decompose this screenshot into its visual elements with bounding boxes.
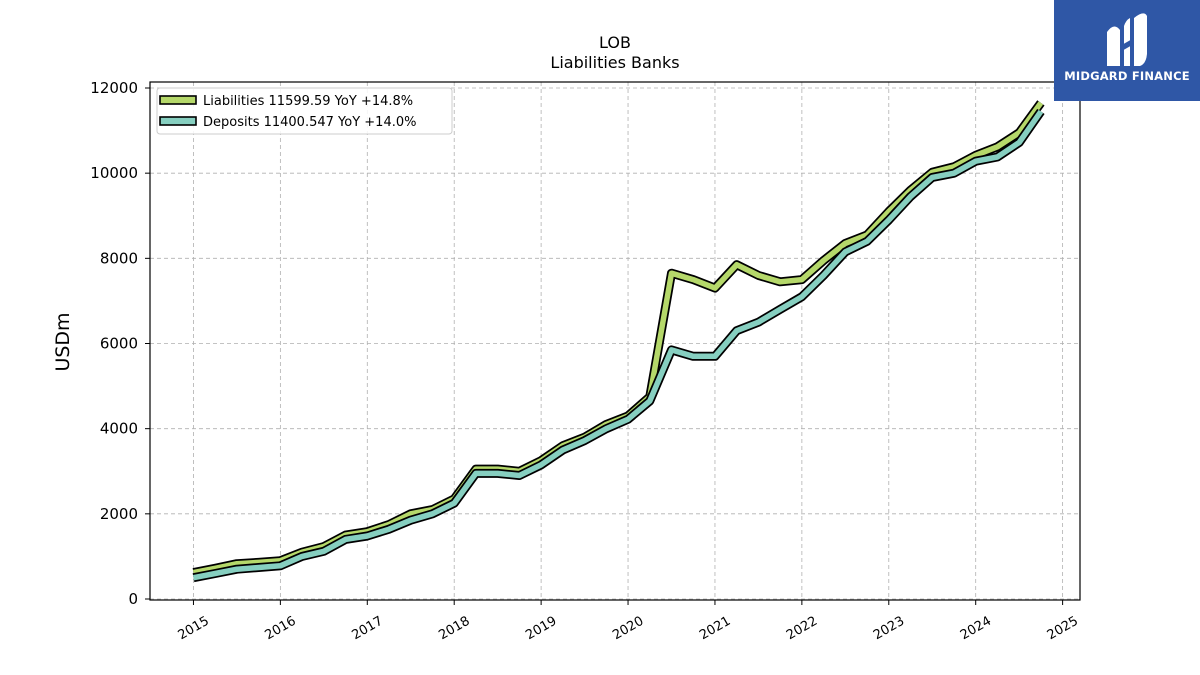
x-tick-label: 2023: [871, 614, 907, 644]
legend: Liabilities 11599.59 YoY +14.8% Deposits …: [156, 87, 453, 135]
x-tick-label: 2020: [610, 614, 646, 644]
series-line-deposits: [192, 109, 1044, 581]
series-outline-deposits: [192, 108, 1045, 583]
x-tick-label: 2018: [436, 614, 472, 644]
x-tick-label: 2022: [784, 614, 820, 644]
legend-swatch-deposits: [159, 116, 197, 126]
y-axis-label: USDm: [52, 312, 74, 371]
legend-label-deposits: Deposits 11400.547 YoY +14.0%: [203, 115, 416, 130]
plot-frame: [149, 81, 1081, 601]
y-tick-label: 4000: [100, 420, 138, 438]
x-tick-label: 2015: [176, 614, 212, 644]
legend-swatch-liabilities: [159, 95, 197, 105]
series-layer: [192, 100, 1045, 583]
x-tick-label: 2019: [523, 614, 559, 644]
brand-name: MIDGARD FINANCE: [1064, 69, 1190, 83]
x-axis: 2015 2016 2017 2018 2019 2020 2021 2022 2023 2024…: [176, 600, 1081, 643]
y-tick-label: 12000: [90, 79, 138, 97]
grid-lines: [150, 82, 1080, 600]
chart-subtitle: Liabilities Banks: [550, 53, 679, 72]
y-tick-label: 0: [128, 590, 138, 608]
midgard-logo-icon: [1107, 13, 1147, 67]
y-tick-label: 8000: [100, 249, 138, 267]
x-tick-label: 2017: [349, 614, 385, 644]
x-tick-label: 2024: [958, 614, 994, 644]
chart-title: LOB: [599, 33, 631, 52]
legend-frame: [156, 87, 453, 135]
y-tick-label: 6000: [100, 335, 138, 353]
brand-logo: MIDGARD FINANCE: [1054, 0, 1200, 101]
x-tick-label: 2025: [1045, 614, 1081, 644]
legend-label-liabilities: Liabilities 11599.59 YoY +14.8%: [203, 94, 413, 109]
y-axis: 0 2000 4000 6000 8000 10000 12000: [90, 79, 150, 608]
y-tick-label: 10000: [90, 164, 138, 182]
y-tick-label: 2000: [100, 505, 138, 523]
x-tick-label: 2021: [697, 614, 733, 644]
x-tick-label: 2016: [263, 614, 299, 644]
